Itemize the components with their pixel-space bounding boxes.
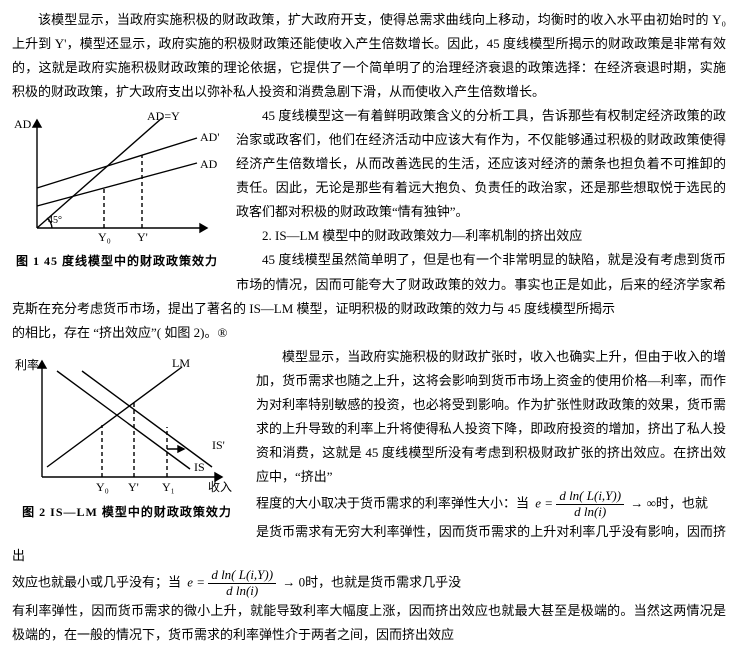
para-3b: 的相比，存在 “挤出效应”( 如图 2)。® [12,321,726,345]
para-4d: 效应也就最小或几乎没有；当 e = d ln( L(i,Y)) d ln(i) … [12,568,726,599]
para-5: 有利率弹性，因而货币需求的微小上升，就能导致利率大幅度上涨，因而挤出效应也就最大… [12,599,726,647]
figure-2-caption: 图 2 IS—LM 模型中的财政政策效力 [12,501,242,523]
fig2-label-yl: 利率 [15,357,39,372]
figure-2: 利率 收入 LM IS' IS Y₀ Y' Y₁ 图 2 IS—LM 模型中的财… [12,349,242,523]
fig1-label-yp: Y' [137,230,148,244]
formula-2-lhs: e = [187,574,205,589]
para-4b-pre: 程度的大小取决于货币需求的利率弹性大小：当 [256,495,532,510]
fig2-label-lm: LM [172,356,190,370]
figure-2-svg: 利率 收入 LM IS' IS Y₀ Y' Y₁ [12,349,242,499]
formula-2: e = d ln( L(i,Y)) d ln(i) [187,568,276,599]
para-4d-pre: 效应也就最小或几乎没有；当 [12,574,184,589]
fig1-label-45: 45° [48,215,62,226]
fig1-label-ad: AD [14,117,32,131]
float-block-1: AD AD=Y AD' AD 45° Y₀ Y' 图 1 45 度线模型中的财政… [12,104,726,320]
fig2-label-y1: Y₁ [162,480,175,494]
fig2-label-xl: 收入 [208,480,232,494]
fig2-label-isp: IS' [212,438,225,452]
figure-1-svg: AD AD=Y AD' AD 45° Y₀ Y' [12,108,222,248]
para-1: 该模型显示，当政府实施积极的财政政策，扩大政府开支，使得总需求曲线向上移动，均衡… [12,8,726,104]
para-4c: 是货币需求有无穷大利率弹性，因而货币需求的上升对利率几乎没有影响，因而挤出 [12,520,726,568]
formula-1-den: d ln(i) [556,505,624,520]
figure-1: AD AD=Y AD' AD 45° Y₀ Y' 图 1 45 度线模型中的财政… [12,108,222,272]
fig2-label-is: IS [194,460,205,474]
fig2-label-yp: Y' [128,480,139,494]
formula-lhs: e = [535,495,553,510]
float-block-2: 利率 收入 LM IS' IS Y₀ Y' Y₁ 图 2 IS—LM 模型中的财… [12,345,726,599]
para-4b-post: → ∞时，也就 [630,495,708,510]
figure-1-caption: 图 1 45 度线模型中的财政政策效力 [12,250,222,272]
formula-2-num: d ln( L(i,Y)) [208,568,276,584]
fig1-label-ady: AD=Y [147,109,180,123]
fig2-label-y0: Y₀ [96,480,109,494]
formula-2-den: d ln(i) [208,584,276,599]
para-4d-post: → 0时，也就是货币需求几乎没 [282,574,461,589]
fig1-label-ad2: AD [200,157,218,171]
fig1-label-y0: Y₀ [98,230,111,244]
formula-1-num: d ln( L(i,Y)) [556,489,624,505]
fig1-label-adp: AD' [200,130,220,144]
formula-1: e = d ln( L(i,Y)) d ln(i) [535,489,624,520]
